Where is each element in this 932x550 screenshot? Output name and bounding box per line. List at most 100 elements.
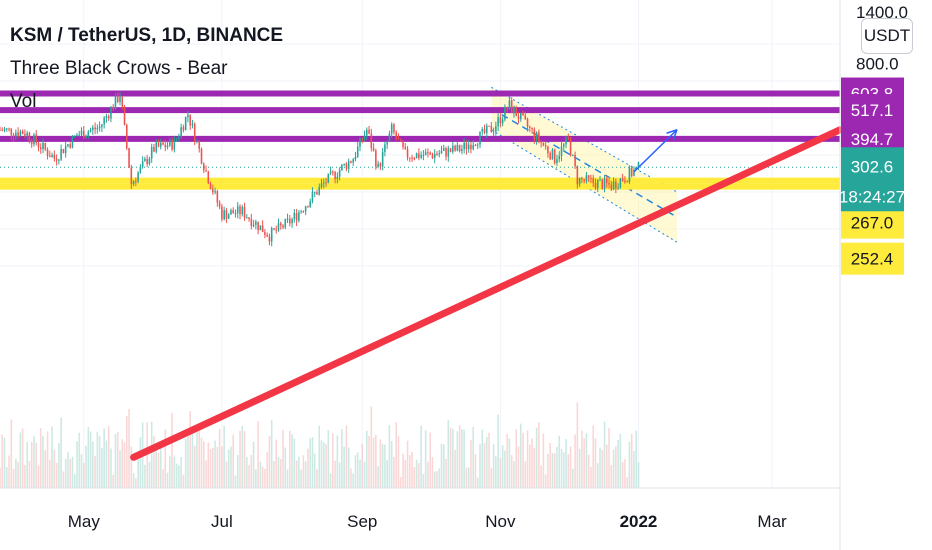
candle-body	[422, 155, 425, 157]
volume-indicator[interactable]: Vol	[10, 91, 37, 112]
candle-body	[155, 142, 158, 152]
arrow-head	[666, 129, 678, 134]
candle-body	[322, 182, 325, 184]
volume-bar	[171, 413, 173, 488]
volume-bar	[230, 446, 232, 488]
support-tag-bg	[841, 206, 904, 239]
volume-bar	[112, 474, 114, 488]
candle-body	[431, 154, 434, 159]
volume-bar	[587, 454, 590, 488]
candle-body	[248, 217, 250, 219]
volume-bar	[476, 477, 479, 488]
volume-bar	[356, 452, 359, 488]
candle-body	[49, 155, 51, 158]
volume-bar	[393, 457, 395, 488]
volume-bar	[327, 430, 330, 488]
candle-body	[456, 144, 459, 151]
candle-body	[626, 181, 628, 183]
candle-body	[377, 163, 379, 167]
pattern-indicator[interactable]: Three Black Crows - Bear	[10, 58, 228, 79]
candle-body	[98, 126, 101, 129]
candle-body	[610, 184, 613, 190]
candle-body	[567, 137, 570, 139]
candle-body	[291, 219, 293, 224]
candle-body	[560, 146, 563, 156]
candle-body	[246, 217, 248, 219]
symbol-title[interactable]: KSM / TetherUS, 1D, BINANCE	[10, 25, 284, 46]
candle-body	[470, 144, 472, 150]
candle-body	[3, 129, 6, 131]
arrow-shaft	[633, 129, 678, 173]
volume-bar	[363, 461, 366, 488]
chart-legend: KSM / TetherUS, 1D, BINANCE Three Black …	[10, 26, 283, 125]
volume-bar	[490, 468, 493, 488]
volume-bar	[8, 455, 10, 488]
candle-body	[180, 127, 182, 137]
volume-bar	[212, 447, 214, 488]
volume-bar	[162, 469, 164, 488]
volume-bar	[295, 460, 298, 488]
volume-bar	[418, 462, 420, 488]
candle-body	[637, 162, 640, 167]
volume-bar	[62, 471, 65, 488]
volume-bar	[243, 431, 246, 488]
candle-body	[612, 181, 615, 190]
candle-body	[424, 152, 427, 156]
volume-bar	[569, 446, 572, 488]
volume-bar	[246, 457, 248, 488]
candle-body	[592, 178, 594, 183]
volume-bar	[624, 459, 626, 488]
candle-body	[533, 129, 536, 140]
volume-bar	[615, 446, 617, 488]
candle-body	[463, 142, 465, 150]
candle-body	[461, 149, 463, 152]
volume-bar	[155, 445, 158, 488]
candle-body	[279, 223, 282, 226]
candle-body	[449, 148, 452, 152]
candle-body	[264, 232, 266, 235]
candle-body	[427, 152, 429, 154]
volume-bar	[175, 463, 178, 488]
volume-bar	[64, 458, 67, 488]
volume-bar	[562, 452, 565, 488]
volume-bar	[438, 468, 441, 488]
candle-body	[212, 188, 214, 193]
volume-bar	[96, 431, 99, 488]
candle-body	[490, 125, 493, 133]
candle-body	[107, 116, 110, 119]
candle-body	[517, 116, 520, 120]
volume-bar	[6, 467, 8, 488]
candle-body	[483, 128, 486, 133]
volume-bar	[146, 422, 148, 488]
volume-bar	[89, 431, 92, 488]
candle-body	[78, 134, 81, 136]
candle-body	[175, 138, 178, 140]
volume-bar	[37, 465, 40, 488]
volume-bar	[449, 427, 452, 488]
x-tick-label: Sep	[347, 512, 377, 531]
candle-body	[508, 100, 511, 110]
volume-bar	[440, 443, 443, 488]
volume-bar	[334, 460, 336, 488]
candle-body	[255, 221, 257, 225]
volume-bar	[137, 451, 139, 488]
candle-body	[606, 178, 608, 183]
volume-bar	[277, 457, 280, 488]
candlestick-series	[0, 91, 640, 247]
volume-bar	[67, 452, 69, 488]
axes	[0, 0, 841, 550]
candle-body	[21, 131, 24, 134]
volume-bar	[529, 444, 531, 488]
x-tick-label: May	[68, 512, 101, 531]
volume-bar	[53, 449, 56, 488]
volume-bar	[313, 453, 316, 488]
currency-unit-button[interactable]: USDT	[861, 18, 913, 54]
volume-bar	[0, 467, 1, 488]
candle-body	[572, 155, 574, 157]
candle-body	[406, 149, 409, 158]
volume-bar	[585, 433, 588, 488]
volume-bar	[282, 429, 284, 488]
volume-bar	[69, 459, 71, 488]
candle-body	[268, 236, 271, 242]
